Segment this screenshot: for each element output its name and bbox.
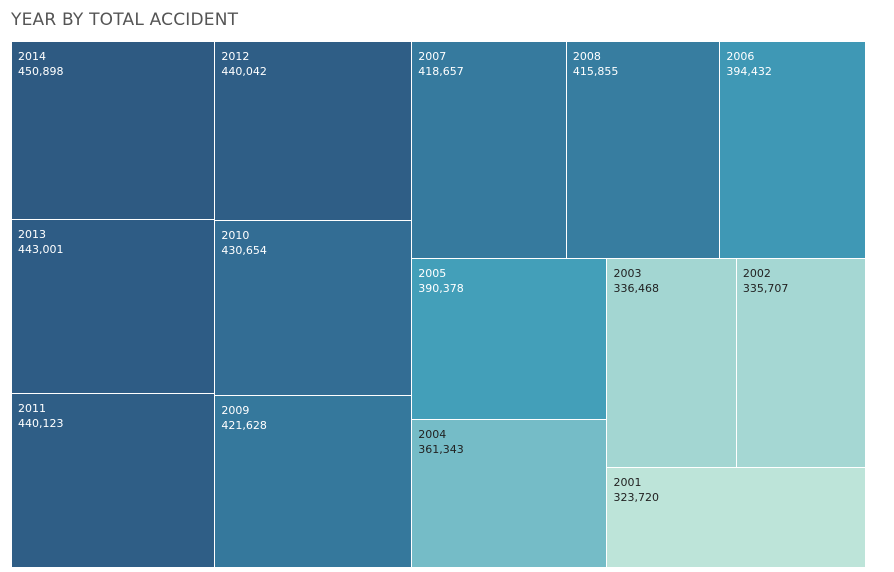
tile-value-label: 443,001 [18,242,64,256]
tile-year-label: 2005 [418,267,447,281]
tile-year-label: 2006 [726,50,755,63]
treemap-tile-2013[interactable]: 2013 443,001 [12,219,216,395]
tile-value-label: 323,720 [613,490,659,504]
treemap-tile-2012[interactable]: 2012 440,042 [215,42,413,222]
treemap-tile-2006[interactable]: 2006 394,432 [720,42,866,260]
tile-year-label: 2010 [221,229,250,243]
tile-value-label: 418,657 [418,65,464,78]
treemap-tile-2014[interactable]: 2014 450,898 [12,42,216,220]
treemap: 2014 450,898 2013 443,001 2011 440,123 2012 440… [12,42,866,568]
tile-value-label: 361,343 [418,442,464,456]
tile-year-label: 2007 [418,50,447,63]
tile-value-label: 450,898 [18,65,64,78]
tile-value-label: 390,378 [418,282,464,296]
tile-year-label: 2012 [221,50,250,63]
tile-value-label: 415,855 [572,65,619,78]
treemap-tile-2003[interactable]: 2003 336,468 [607,259,737,468]
tile-year-label: 2011 [18,402,46,416]
tile-year-label: 2009 [221,404,250,418]
tile-value-label: 421,628 [221,419,267,433]
treemap-tile-2010[interactable]: 2010 430,654 [215,221,413,397]
treemap-tile-2004[interactable]: 2004 361,343 [412,419,608,568]
tile-year-label: 2013 [18,227,46,241]
tile-year-label: 2008 [572,50,601,63]
tile-year-label: 2001 [613,475,642,489]
tile-year-label: 2014 [18,50,46,63]
treemap-tile-2008[interactable]: 2008 415,855 [566,42,721,260]
tile-value-label: 335,707 [742,282,789,296]
tile-value-label: 440,123 [18,417,64,431]
treemap-tile-2009[interactable]: 2009 421,628 [215,396,413,568]
tile-year-label: 2004 [418,427,447,441]
tile-value-label: 440,042 [221,65,267,78]
tile-value-label: 336,468 [613,282,659,296]
treemap-tile-2007[interactable]: 2007 418,657 [412,42,567,260]
treemap-tile-2011[interactable]: 2011 440,123 [12,394,216,568]
treemap-tile-2001[interactable]: 2001 323,720 [607,467,866,568]
chart-title: YEAR BY TOTAL ACCIDENT [11,10,239,30]
tile-year-label: 2003 [613,267,642,281]
treemap-tile-2002[interactable]: 2002 335,707 [736,259,866,468]
tile-value-label: 430,654 [221,244,267,258]
treemap-tile-2005[interactable]: 2005 390,378 [412,259,608,420]
tile-value-label: 394,432 [726,65,772,78]
tile-year-label: 2002 [742,267,771,281]
